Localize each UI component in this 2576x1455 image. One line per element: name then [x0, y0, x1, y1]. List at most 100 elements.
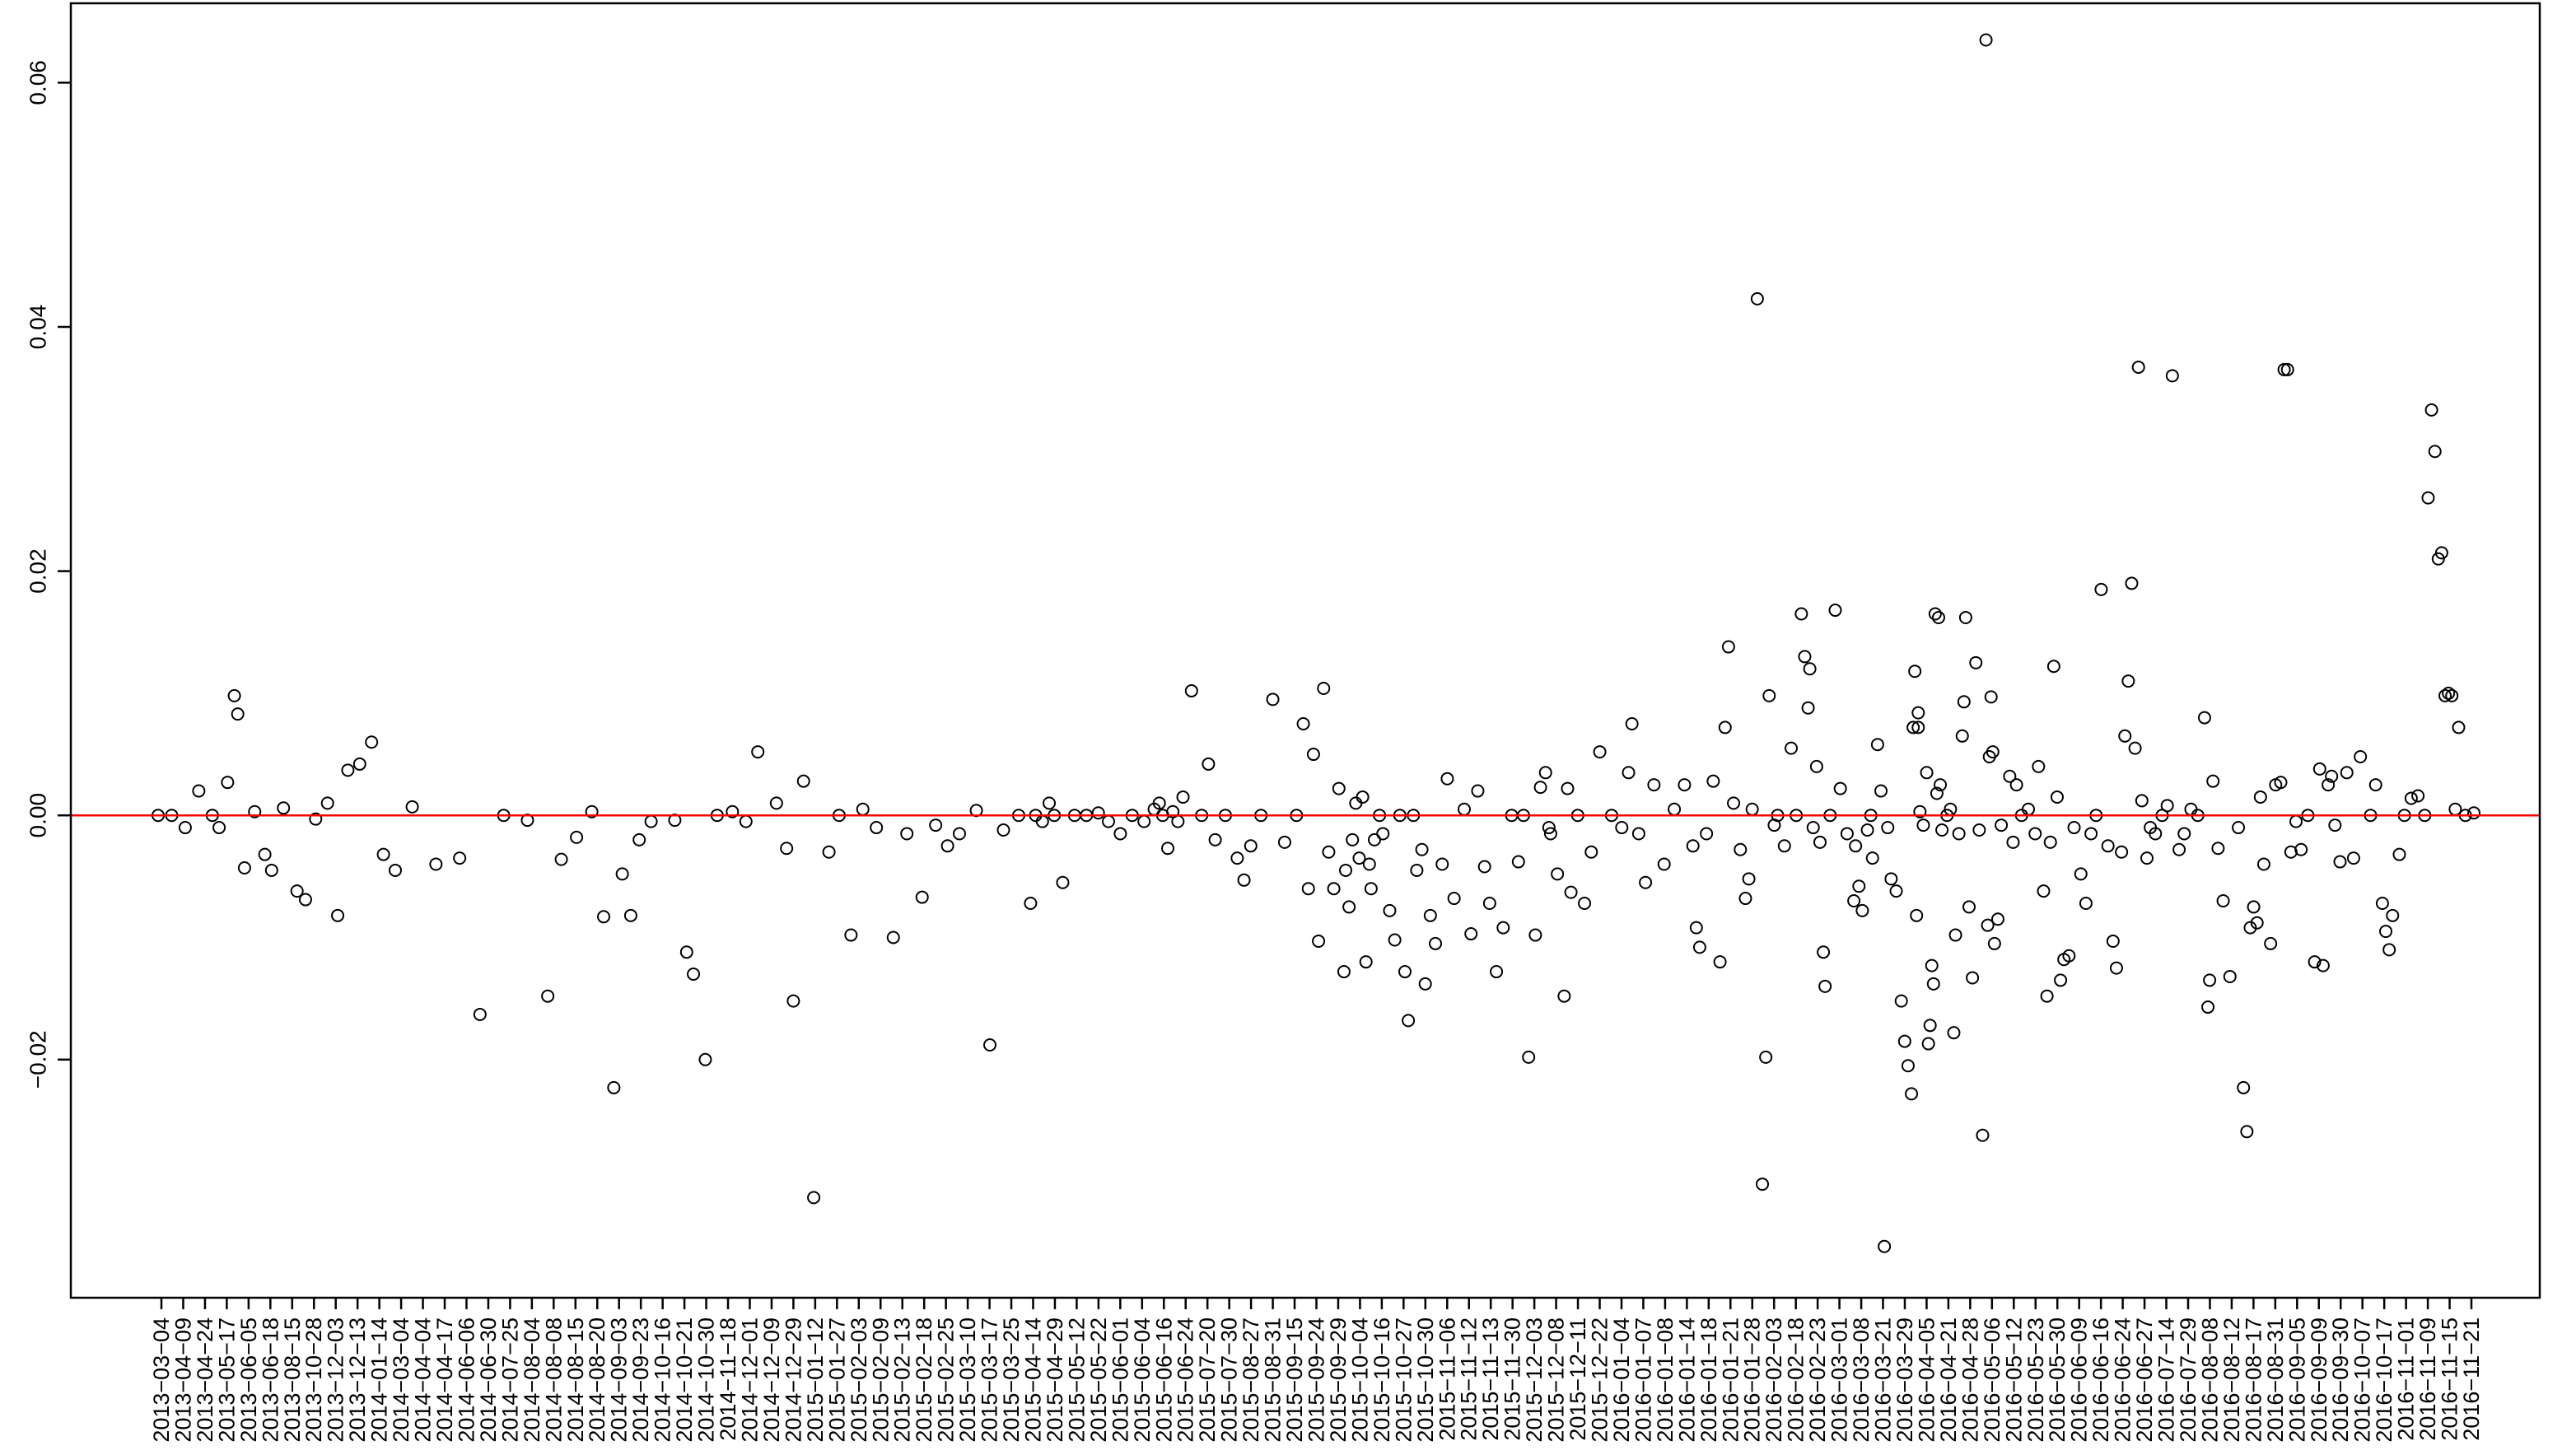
data-point — [1962, 900, 1976, 914]
x-tick-label: 2016−02−18 — [1784, 1317, 1808, 1443]
data-point — [277, 801, 291, 815]
data-point — [2274, 776, 2288, 790]
data-point — [1490, 965, 1504, 979]
data-point — [807, 1191, 821, 1205]
data-point — [2294, 842, 2308, 856]
data-point — [2106, 934, 2120, 948]
data-point — [726, 804, 740, 818]
data-point — [1237, 873, 1251, 887]
x-axis: 2013−03−042013−04−092013−04−242013−05−17… — [149, 1298, 2484, 1443]
x-tick-label: 2016−03−01 — [1827, 1317, 1852, 1443]
data-point — [405, 800, 419, 814]
data-point — [1972, 823, 1986, 837]
data-point — [1418, 977, 1432, 991]
data-point — [1376, 827, 1390, 841]
data-point — [473, 1007, 487, 1021]
data-point — [1301, 882, 1315, 896]
data-point — [1496, 921, 1510, 935]
x-tick-label: 2014−06−06 — [454, 1317, 478, 1443]
data-point — [1533, 781, 1547, 795]
data-point — [1561, 781, 1575, 795]
data-point — [2223, 969, 2237, 983]
data-point — [2067, 821, 2081, 835]
x-tick-label: 2015−11−06 — [1435, 1317, 1459, 1441]
data-point — [1317, 681, 1331, 695]
data-point — [1801, 701, 1815, 715]
x-tick-label: 2015−02−13 — [890, 1317, 915, 1443]
data-point — [2140, 851, 2154, 865]
data-point — [2322, 778, 2336, 792]
x-tick-label: 2016−01−07 — [1631, 1317, 1655, 1443]
data-point — [1734, 842, 1748, 856]
x-tick-label: 2016−05−23 — [2023, 1317, 2048, 1443]
data-point — [2386, 908, 2400, 922]
data-point — [1976, 1128, 1990, 1142]
x-tick-label: 2015−08−31 — [1261, 1317, 1286, 1443]
data-point — [2128, 741, 2142, 755]
x-tick-label: 2015−12−03 — [1522, 1317, 1547, 1443]
data-point — [607, 1080, 621, 1094]
data-point — [1865, 851, 1879, 865]
data-point — [1388, 933, 1402, 947]
x-tick-label: 2016−09−30 — [2328, 1317, 2353, 1443]
data-point — [1762, 688, 1776, 702]
data-point — [844, 928, 858, 942]
data-point — [1593, 745, 1607, 759]
data-point — [1916, 818, 1930, 832]
y-tick-label: 0.02 — [26, 548, 51, 594]
data-point — [1327, 882, 1341, 896]
data-point — [1958, 610, 1972, 624]
data-point — [623, 908, 637, 922]
data-point — [1934, 778, 1948, 792]
x-tick-label: 2016−11−21 — [2459, 1317, 2484, 1441]
x-tick-label: 2015−04−14 — [1020, 1317, 1045, 1443]
data-point — [1383, 903, 1397, 917]
x-tick-label: 2016−05−12 — [2001, 1317, 2026, 1443]
data-point — [309, 812, 323, 826]
x-tick-label: 2016−04−05 — [1914, 1317, 1939, 1443]
data-point — [1948, 928, 1962, 942]
data-point — [1905, 1087, 1919, 1101]
x-tick-label: 2016−03−29 — [1892, 1317, 1917, 1443]
data-point — [2216, 894, 2230, 908]
x-tick-label: 2015−04−29 — [1043, 1317, 1067, 1443]
data-point — [1847, 894, 1861, 908]
x-tick-label: 2015−10−27 — [1391, 1317, 1416, 1443]
data-point — [1901, 1059, 1915, 1073]
data-point — [1852, 879, 1866, 893]
data-point — [1342, 900, 1356, 914]
x-tick-label: 2015−09−15 — [1282, 1317, 1307, 1443]
x-tick-label: 2015−07−30 — [1217, 1317, 1242, 1443]
data-point — [2101, 839, 2115, 853]
x-tick-label: 2014−08−08 — [541, 1317, 566, 1443]
data-point — [1337, 965, 1351, 979]
x-tick-label: 2016−05−30 — [2045, 1317, 2070, 1443]
data-point — [1742, 872, 1756, 886]
x-tick-label: 2016−08−12 — [2219, 1317, 2244, 1443]
data-point — [1984, 690, 1998, 704]
data-point — [2149, 827, 2163, 841]
data-point — [2115, 845, 2129, 859]
data-point — [1785, 741, 1799, 755]
data-point — [298, 893, 312, 907]
data-point — [1955, 729, 1969, 743]
data-point — [1833, 781, 1847, 795]
data-point — [1828, 604, 1842, 618]
data-point — [2003, 769, 2017, 783]
data-point — [2411, 789, 2425, 803]
data-point — [1759, 1050, 1773, 1064]
data-point — [1091, 806, 1105, 820]
data-point — [2333, 855, 2347, 869]
data-point — [1332, 781, 1346, 795]
data-point — [1911, 721, 1925, 734]
data-point — [2009, 778, 2023, 792]
data-point — [1979, 33, 1993, 47]
data-point — [1362, 857, 1376, 871]
data-point — [1957, 695, 1971, 709]
x-tick-label: 2016−06−16 — [2088, 1317, 2113, 1443]
data-point — [1849, 839, 1863, 853]
data-point — [1622, 766, 1636, 780]
x-tick-label: 2016−07−29 — [2176, 1317, 2200, 1443]
data-point — [2467, 806, 2480, 820]
